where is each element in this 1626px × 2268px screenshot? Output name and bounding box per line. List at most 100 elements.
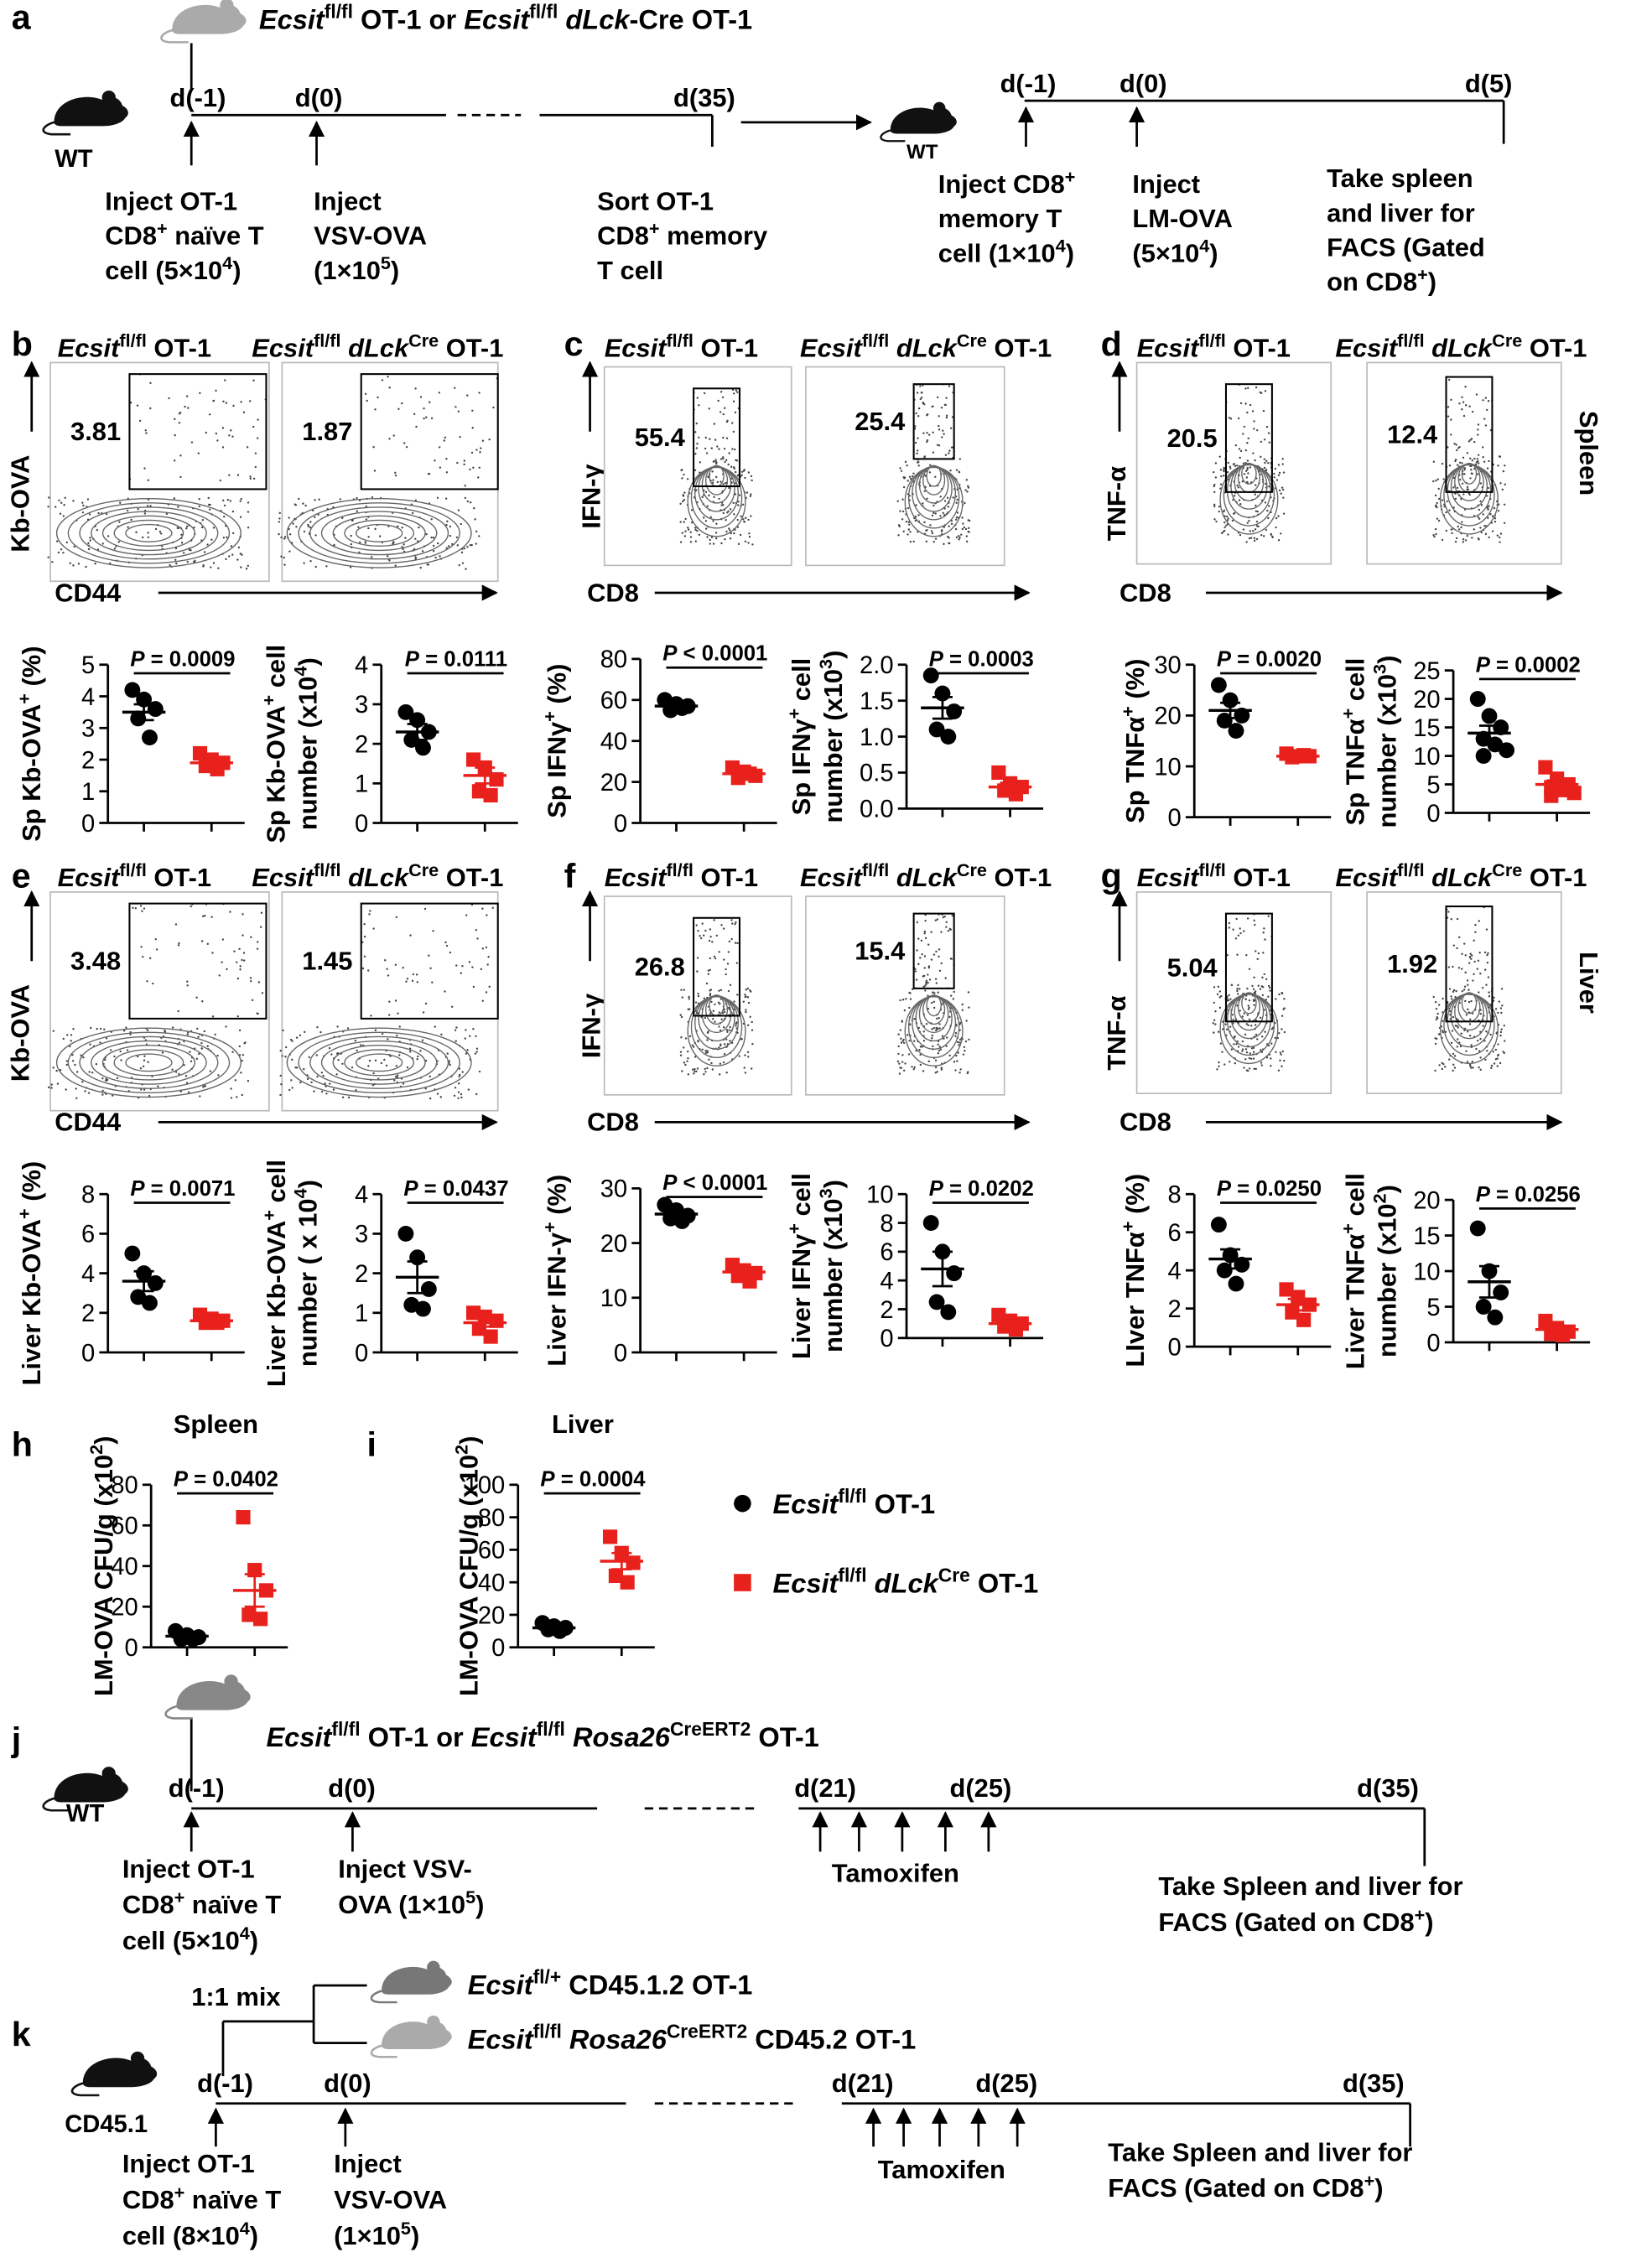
flow-dot: [1481, 986, 1484, 989]
flow-dot: [238, 1029, 242, 1032]
flow-dot: [47, 506, 49, 508]
flow-dot: [694, 1056, 697, 1058]
flow-dot: [63, 504, 65, 506]
flow-dot: [932, 405, 934, 407]
flow-dot: [412, 973, 415, 976]
flow-dot: [1477, 433, 1479, 436]
flow-dot: [1247, 387, 1249, 390]
flow-dot: [927, 966, 930, 969]
flow-dot: [728, 452, 730, 454]
flow-dot: [136, 404, 139, 407]
day-label: d(21): [794, 1773, 856, 1803]
flow-dot: [1223, 521, 1226, 524]
error-bar: [177, 1633, 198, 1639]
flow-dot: [731, 388, 735, 392]
flow-dot: [729, 508, 732, 511]
flow-dot: [937, 991, 939, 994]
flow-dot: [934, 919, 937, 921]
flow-dot: [146, 505, 149, 507]
flow-dot: [696, 530, 699, 532]
flow-dot: [1267, 915, 1270, 917]
flow-dot: [1252, 1057, 1255, 1060]
flow-dot: [679, 521, 682, 523]
flow-dot: [1267, 432, 1270, 434]
flow-dot: [729, 1040, 731, 1042]
flow-dot: [250, 936, 252, 938]
flow-dot: [418, 526, 420, 529]
flow-dot: [386, 968, 388, 970]
p-value-part: = 0.0202: [943, 1177, 1034, 1201]
flow-dot: [129, 402, 132, 404]
flow-dot: [925, 981, 927, 983]
flow-dot: [1257, 984, 1260, 987]
flow-y-label: Kb-OVA: [5, 984, 34, 1082]
gate-value: 1.45: [302, 947, 352, 976]
scheme-title-part: dLck: [565, 3, 631, 34]
flow-dot: [1249, 1052, 1252, 1055]
flow-dot: [1451, 998, 1453, 1000]
flow-dot: [923, 967, 926, 969]
genotype-label-part: fl/fl: [838, 1485, 866, 1507]
flow-dot: [940, 407, 943, 409]
flow-dot: [203, 551, 206, 553]
flow-dot: [236, 1015, 239, 1018]
gate-value: 1.92: [1387, 949, 1437, 978]
flow-dot: [1249, 537, 1253, 539]
flow-dot: [292, 522, 294, 525]
flow-dot: [923, 955, 927, 958]
data-point: [397, 703, 414, 720]
flow-dot: [1471, 537, 1473, 539]
flow-dot: [704, 490, 708, 493]
y-axis-label-part: number (x10: [818, 669, 848, 823]
flow-dot: [681, 996, 683, 999]
y-axis-label-part: Liver Kb-OVA: [262, 1221, 291, 1387]
flow-dot: [916, 921, 919, 924]
y-tick-label: 5: [1426, 772, 1440, 799]
flow-dot: [1485, 1030, 1488, 1033]
flow-dot: [1232, 928, 1234, 931]
flow-dot: [1497, 1011, 1499, 1015]
flow-dot: [1238, 448, 1241, 450]
flow-dot: [160, 532, 163, 535]
flow-dot: [336, 1052, 339, 1055]
flow-dot: [70, 1034, 73, 1036]
flow-dot: [966, 1072, 969, 1075]
legend-marker: [734, 1574, 751, 1591]
note-line: CD8+ naïve T: [122, 1887, 281, 1919]
flow-dot: [1245, 1023, 1248, 1025]
flow-dot: [1456, 917, 1459, 921]
flow-dot: [1263, 973, 1265, 976]
flow-dot: [1467, 488, 1469, 491]
y-axis-label-part: +: [1117, 1221, 1138, 1232]
flow-dot: [1248, 968, 1251, 971]
flow-dot: [439, 1096, 442, 1098]
contour: [286, 1027, 472, 1098]
flow-dot: [1265, 425, 1269, 428]
flow-dot: [937, 1027, 939, 1030]
note-line: FACS (Gated on CD8+): [1108, 2170, 1383, 2203]
genotype-label-part: dLck: [1431, 863, 1494, 892]
note-line-part: +: [174, 1887, 185, 1907]
flow-dot: [414, 556, 418, 559]
flow-dot: [736, 942, 739, 945]
flow-dot: [1460, 968, 1463, 970]
flow-dot: [1485, 983, 1488, 986]
flow-dot: [916, 949, 918, 952]
data-point: [602, 1529, 618, 1544]
flow-dot: [186, 525, 189, 528]
genotype-label-part: [1425, 334, 1432, 363]
p-value-part: = 0.0020: [1231, 647, 1322, 671]
flow-dot: [899, 1067, 901, 1069]
flow-dot: [914, 441, 917, 444]
mouse-ear: [101, 91, 116, 105]
flow-dot: [105, 1079, 107, 1082]
flow-dot: [397, 1074, 399, 1077]
flow-dot: [381, 1032, 384, 1035]
flow-dot: [197, 452, 200, 454]
flow-dot: [923, 456, 926, 459]
data-point: [1475, 748, 1492, 764]
flow-dot: [1460, 1032, 1462, 1035]
day-label: d(5): [1465, 69, 1513, 98]
flow-dot: [1478, 538, 1480, 541]
flow-dot: [154, 527, 158, 531]
